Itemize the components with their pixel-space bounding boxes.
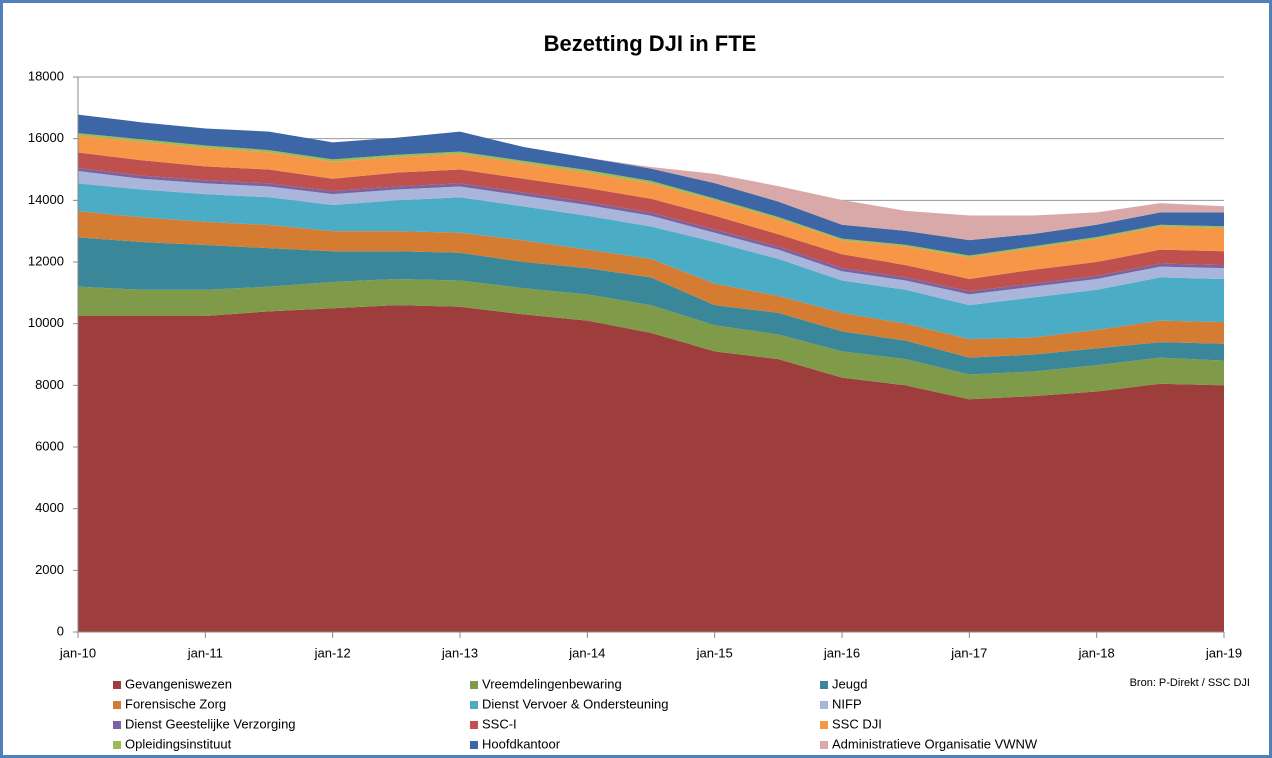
area bbox=[78, 183, 1224, 340]
x-tick-label: jan-11 bbox=[187, 645, 223, 660]
area bbox=[78, 114, 1224, 256]
y-tick-label: 18000 bbox=[28, 68, 64, 83]
legend-label: Opleidingsinstituut bbox=[125, 736, 232, 751]
x-tick-label: jan-14 bbox=[568, 645, 605, 660]
source-note: Bron: P-Direkt / SSC DJI bbox=[1130, 677, 1250, 689]
legend-label: Administratieve Organisatie VWNW bbox=[832, 736, 1038, 751]
y-tick-label: 14000 bbox=[28, 192, 64, 207]
x-tick-label: jan-19 bbox=[1205, 645, 1242, 660]
y-tick-label: 2000 bbox=[35, 562, 64, 577]
area bbox=[78, 211, 1224, 358]
x-tick-label: jan-13 bbox=[441, 645, 478, 660]
area bbox=[78, 278, 1224, 400]
y-tick-label: 8000 bbox=[35, 377, 64, 392]
y-tick-label: 16000 bbox=[28, 130, 64, 145]
x-tick-label: jan-17 bbox=[950, 645, 987, 660]
legend-label: Hoofdkantoor bbox=[482, 736, 561, 751]
legend-label: Dienst Geestelijke Verzorging bbox=[125, 716, 296, 731]
legend-swatch bbox=[470, 741, 478, 749]
legend-label: NIFP bbox=[832, 696, 862, 711]
area bbox=[78, 152, 1224, 292]
legend-swatch bbox=[820, 741, 828, 749]
legend-label: Jeugd bbox=[832, 676, 867, 691]
legend-swatch bbox=[820, 681, 828, 689]
chart-title: Bezetting DJI in FTE bbox=[544, 31, 757, 56]
legend-label: Vreemdelingenbewaring bbox=[482, 676, 622, 691]
legend-label: SSC-I bbox=[482, 716, 517, 731]
area bbox=[78, 135, 1224, 279]
legend-swatch bbox=[113, 741, 121, 749]
x-tick-label: jan-12 bbox=[314, 645, 351, 660]
legend-label: Gevangeniswezen bbox=[125, 676, 232, 691]
legend-label: Forensische Zorg bbox=[125, 696, 226, 711]
area bbox=[78, 237, 1224, 375]
legend-label: Dienst Vervoer & Ondersteuning bbox=[482, 696, 668, 711]
legend-swatch bbox=[113, 701, 121, 709]
y-tick-label: 10000 bbox=[28, 315, 64, 330]
x-tick-label: jan-10 bbox=[59, 645, 96, 660]
area bbox=[78, 167, 1224, 295]
x-tick-label: jan-16 bbox=[823, 645, 860, 660]
legend-swatch bbox=[820, 721, 828, 729]
x-tick-label: jan-15 bbox=[696, 645, 733, 660]
area bbox=[78, 171, 1224, 306]
legend-label: SSC DJI bbox=[832, 716, 882, 731]
y-tick-label: 0 bbox=[57, 623, 64, 638]
legend-swatch bbox=[470, 721, 478, 729]
y-tick-label: 6000 bbox=[35, 438, 64, 453]
legend-swatch bbox=[470, 681, 478, 689]
legend-swatch bbox=[470, 701, 478, 709]
legend-swatch bbox=[113, 681, 121, 689]
area bbox=[78, 305, 1224, 632]
area bbox=[78, 133, 1224, 258]
y-tick-label: 12000 bbox=[28, 253, 64, 268]
legend-swatch bbox=[113, 721, 121, 729]
legend-swatch bbox=[820, 701, 828, 709]
y-tick-label: 4000 bbox=[35, 500, 64, 515]
x-tick-label: jan-18 bbox=[1078, 645, 1115, 660]
